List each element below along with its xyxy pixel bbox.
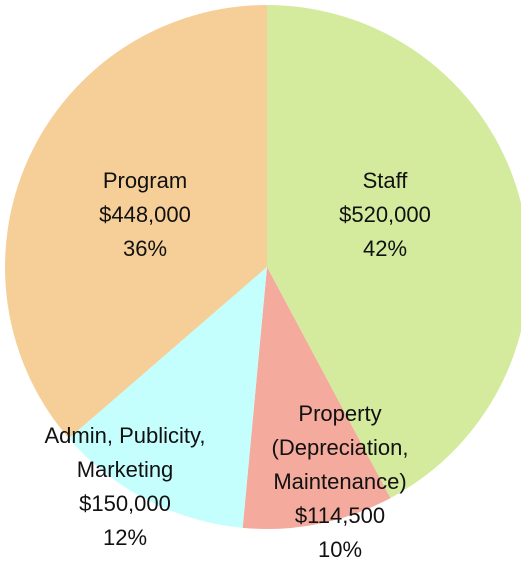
value-label: $150,000 <box>79 491 171 516</box>
value-label: $448,000 <box>99 202 191 227</box>
pie-slice <box>68 267 268 528</box>
percent-label: 10% <box>318 537 362 562</box>
slice-label: Property <box>298 401 381 426</box>
slice-label: (Depreciation, <box>272 435 409 460</box>
slice-label: Staff <box>363 168 409 193</box>
slice-label: Admin, Publicity, <box>45 423 206 448</box>
percent-label: 36% <box>123 236 167 261</box>
slice-label: Marketing <box>77 457 174 482</box>
slice-label: Program <box>103 168 187 193</box>
percent-label: 42% <box>363 236 407 261</box>
pie-slice <box>5 5 268 439</box>
value-label: $520,000 <box>339 202 431 227</box>
pie-slice <box>267 5 521 499</box>
percent-label: 12% <box>103 525 147 550</box>
slice-label: Maintenance) <box>273 469 406 494</box>
pie-slice <box>242 267 391 529</box>
value-label: $114,500 <box>295 503 385 528</box>
